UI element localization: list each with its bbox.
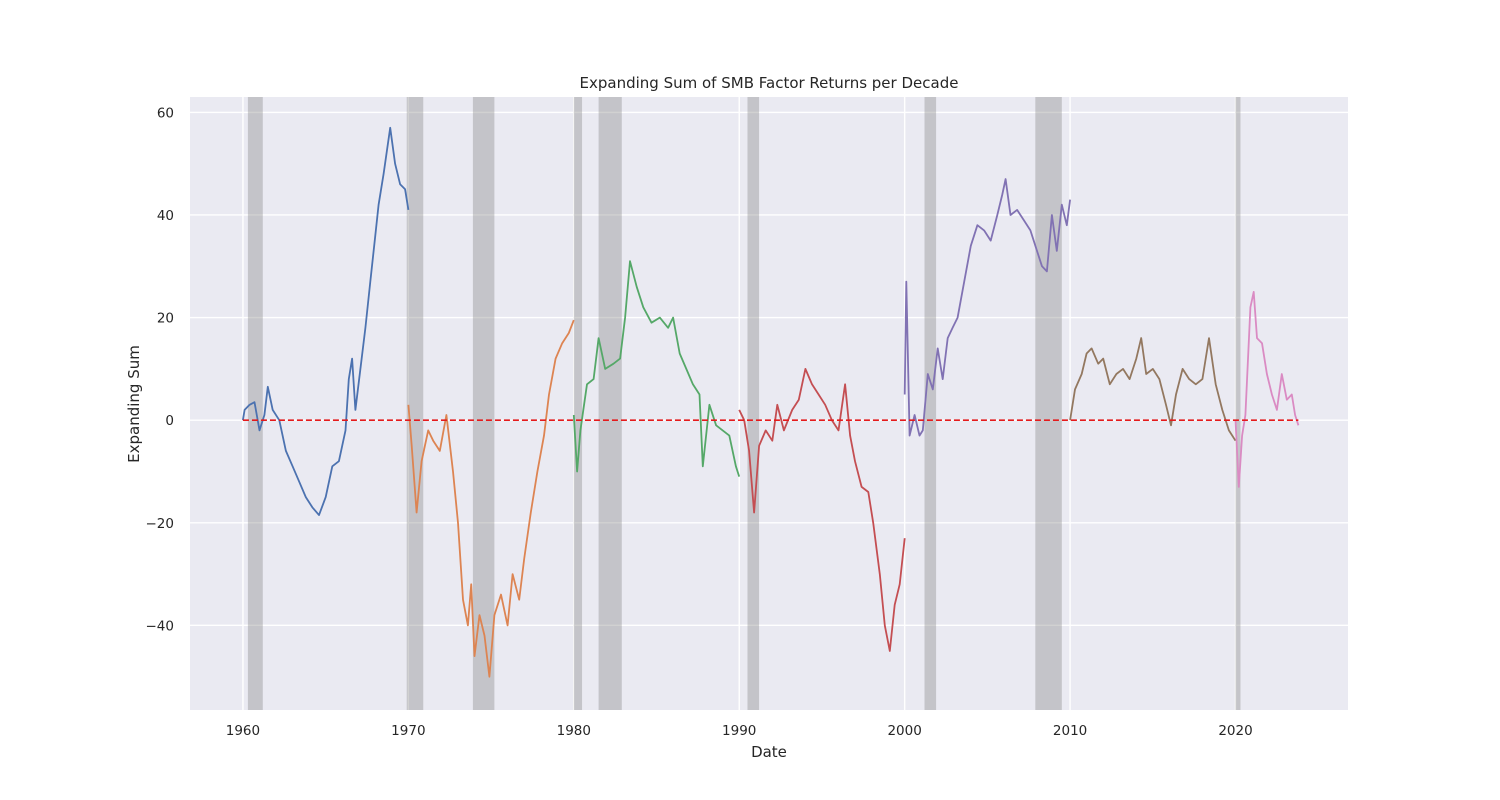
x-axis-ticks: 1960 1970 1980 1990 2000 2010 2020 (226, 723, 1253, 739)
y-tick-label: −40 (146, 618, 175, 634)
y-axis-label: Expanding Sum (125, 345, 143, 463)
x-tick-label: 1960 (226, 723, 260, 739)
recession-band (406, 97, 424, 710)
x-tick-label: 1970 (391, 723, 425, 739)
x-tick-label: 2020 (1218, 723, 1252, 739)
data-series (242, 126, 1300, 678)
y-axis-ticks: 60 40 20 0 −20 −40 (146, 105, 175, 634)
series-line-3 (572, 260, 741, 477)
recession-bands (247, 97, 1241, 710)
series-line-7 (1234, 291, 1300, 488)
x-tick-label: 1980 (557, 723, 591, 739)
x-tick-label: 2010 (1053, 723, 1087, 739)
chart-title: Expanding Sum of SMB Factor Returns per … (580, 74, 959, 92)
series-line-2 (407, 319, 575, 678)
recession-band (747, 97, 760, 710)
x-tick-label: 1990 (722, 723, 756, 739)
y-tick-label: 20 (157, 311, 174, 327)
y-tick-label: 40 (157, 208, 174, 224)
recession-band (1235, 97, 1241, 710)
recession-band (573, 97, 583, 710)
series-line-4 (738, 368, 906, 652)
recession-band (1035, 97, 1062, 710)
y-tick-label: −20 (146, 516, 175, 532)
recession-band (472, 97, 495, 710)
series-line-1 (242, 126, 410, 516)
y-tick-label: 60 (157, 105, 174, 121)
series-line-5 (903, 178, 1071, 437)
x-tick-label: 2000 (887, 723, 921, 739)
series-line-6 (1069, 337, 1237, 442)
plot-background (190, 97, 1348, 710)
x-axis-label: Date (751, 743, 787, 761)
recession-band (598, 97, 622, 710)
recession-band (924, 97, 937, 710)
y-tick-label: 0 (165, 413, 174, 429)
